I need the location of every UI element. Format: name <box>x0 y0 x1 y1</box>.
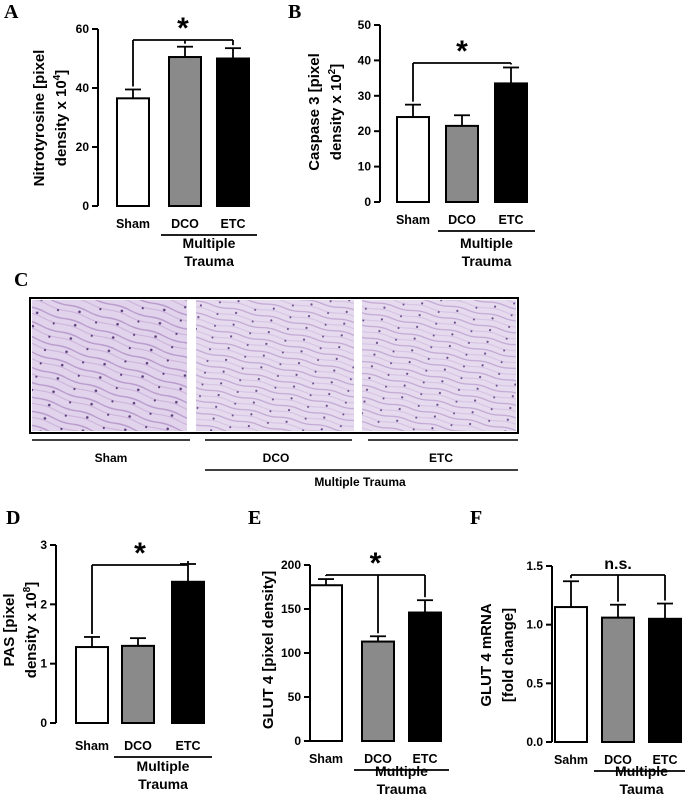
chart-d: D 0 1 2 3 PAS [pixel density x 108] Sham DCO ETC M… <box>1 507 212 792</box>
x-tick-label: Sham <box>396 213 430 227</box>
x-tick-label: DCO <box>364 752 392 766</box>
y-tick-label: 200 <box>281 558 301 572</box>
panel-letter-e: E <box>248 507 261 529</box>
y-tick-label: 20 <box>76 140 90 154</box>
significance-star: * <box>456 35 468 68</box>
y-axis-label: Caspase 3 [pixel <box>306 53 323 171</box>
y-tick-label: 1.0 <box>526 618 543 632</box>
group-label: Multiple <box>615 763 668 779</box>
histology-panel: C Sham DCO ETC <box>14 269 519 489</box>
histology-image-etc <box>362 300 516 431</box>
panel-letter-c: C <box>14 269 28 291</box>
histology-group-label: Multiple Trauma <box>314 475 406 489</box>
bar-dco <box>601 616 635 743</box>
bar-etc <box>216 57 250 207</box>
y-tick-label: 10 <box>358 160 372 174</box>
y-tick-label: 0 <box>294 734 301 748</box>
y-tick-label: 0 <box>82 199 89 213</box>
group-label: Multiple <box>460 235 513 251</box>
panel-letter-f: F <box>470 507 482 529</box>
x-tick-label: DCO <box>604 753 632 767</box>
y-axis-label: GLUT 4 [pixel density] <box>260 571 277 729</box>
group-label: Trauma <box>138 776 188 792</box>
y-tick-label: 0 <box>364 195 371 209</box>
bar-dco <box>121 644 155 724</box>
bar-dco <box>361 640 395 742</box>
x-tick-label: Sham <box>116 217 150 231</box>
y-tick-label: 50 <box>358 18 372 32</box>
y-tick-label: 30 <box>358 89 372 103</box>
chart-b: B 0 10 20 30 40 50 Caspase 3 [pixel density x 10… <box>288 1 535 269</box>
x-tick-label: ETC <box>176 739 201 753</box>
group-label: Trauma <box>184 253 234 269</box>
x-tick-label: DCO <box>124 739 152 753</box>
group-label: Trauma <box>377 781 427 797</box>
panel-letter-b: B <box>288 1 301 23</box>
bar-sham <box>75 646 109 725</box>
bar-etc <box>648 617 682 743</box>
histology-label-dco: DCO <box>263 451 290 465</box>
y-axis-label: GLUT 4 mRNA <box>478 603 495 707</box>
bar-sham <box>116 97 150 207</box>
y-axis-label-line2: [fold change] <box>500 608 517 702</box>
histology-label-etc: ETC <box>429 451 453 465</box>
group-label: Multiple <box>137 758 190 774</box>
y-tick-label: 0 <box>40 716 47 730</box>
histology-label-sham: Sham <box>95 451 128 465</box>
panel-letter-a: A <box>4 1 19 23</box>
y-tick-label: 1.5 <box>526 559 543 573</box>
y-tick-label: 40 <box>358 53 372 67</box>
x-tick-label: Sham <box>75 739 109 753</box>
x-tick-label: ETC <box>413 752 438 766</box>
y-tick-label: 40 <box>76 81 90 95</box>
group-label: Trauma <box>462 253 512 269</box>
y-axis-label-line2: density x 102] <box>327 64 345 160</box>
x-tick-label: ETC <box>653 753 678 767</box>
x-tick-label: Sahm <box>554 753 588 767</box>
significance-star: * <box>177 12 189 45</box>
bar-sahm <box>554 606 588 743</box>
y-tick-label: 3 <box>40 538 47 552</box>
chart-e: E 0 50 100 150 200 GLUT 4 [pixel density] Sham D… <box>248 507 449 797</box>
chart-a: A 0 20 40 60 Nitrotyrosine [pixel density x 10… <box>4 1 257 269</box>
significance-star: * <box>134 537 146 570</box>
y-tick-label: 2 <box>40 597 47 611</box>
group-label: Multiple <box>183 235 236 251</box>
significance-label: n.s. <box>604 556 632 573</box>
x-tick-label: Sham <box>309 752 343 766</box>
y-tick-label: 50 <box>288 690 302 704</box>
significance-star: * <box>370 547 382 580</box>
bar-dco <box>445 124 479 203</box>
y-axis-label: PAS [pixel <box>1 593 18 666</box>
bar-dco <box>168 56 202 208</box>
x-tick-label: DCO <box>448 213 476 227</box>
panel-letter-d: D <box>6 507 20 529</box>
group-label: Tauma <box>619 781 663 797</box>
y-axis-label-line2: density x 104] <box>52 70 70 166</box>
y-tick-label: 100 <box>281 646 301 660</box>
group-label: Multiple <box>375 763 428 779</box>
y-tick-label: 150 <box>281 602 301 616</box>
y-tick-label: 60 <box>76 22 90 36</box>
y-tick-label: 20 <box>358 124 372 138</box>
histology-image-dco <box>196 300 354 431</box>
histology-image-sham <box>32 300 187 431</box>
y-tick-label: 1 <box>40 657 47 671</box>
x-tick-label: DCO <box>171 217 199 231</box>
y-tick-label: 0.0 <box>526 735 543 749</box>
y-axis-label-line2: density x 108] <box>22 582 40 678</box>
bar-etc <box>494 82 528 203</box>
bar-etc <box>171 580 205 725</box>
bar-etc <box>408 611 442 743</box>
bar-sham <box>396 116 430 203</box>
chart-f: F 0.0 0.5 1.0 1.5 GLUT 4 mRNA [fold change] Sah… <box>470 507 685 797</box>
bar-sham <box>309 584 343 742</box>
x-tick-label: ETC <box>221 217 246 231</box>
y-axis-label: Nitrotyrosine [pixel <box>31 50 48 187</box>
x-tick-label: ETC <box>499 213 524 227</box>
y-tick-label: 0.5 <box>526 676 543 690</box>
